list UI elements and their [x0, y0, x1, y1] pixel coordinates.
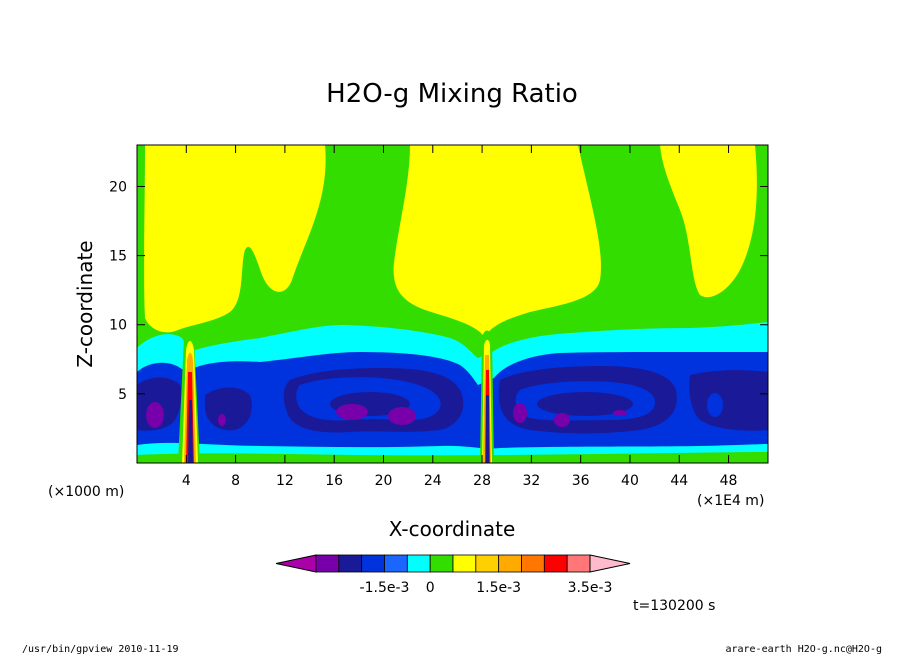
colorbar-box: [361, 554, 385, 573]
contour-minimum-purple: [513, 403, 527, 423]
y-tick-label: 15: [109, 249, 127, 265]
colorbar-end-low: [275, 554, 317, 573]
x-unit-left: (×1000 m): [48, 484, 124, 500]
x-tick-label: 40: [621, 473, 639, 489]
contour-patch-blue: [259, 397, 271, 417]
colorbar-box: [498, 554, 522, 573]
y-axis: 5 10 15 20: [109, 179, 768, 403]
colorbar-box: [429, 554, 454, 573]
x-tick-label: 28: [473, 473, 491, 489]
colorbar: [275, 554, 631, 573]
x-tick-label: 36: [572, 473, 590, 489]
colorbar-box: [315, 554, 340, 573]
footer-right: arare-earth_H2O-g.nc@H2O-g: [725, 644, 882, 654]
colorbar-box: [406, 554, 431, 573]
colorbar-box: [384, 554, 408, 573]
colorbar-box: [452, 554, 477, 573]
colorbar-box: [566, 554, 591, 573]
x-tick-label: 32: [522, 473, 540, 489]
time-label: t=130200 s: [633, 598, 715, 614]
contour-minimum-purple: [554, 413, 570, 427]
contour-minimum-purple: [218, 414, 226, 426]
contour-plot-area: [137, 145, 768, 463]
colorbar-labels: -1.5e-3 0 1.5e-3 3.5e-3: [360, 580, 613, 596]
contour-minimum-purple: [613, 410, 627, 416]
chart-title: H2O-g Mixing Ratio: [326, 79, 578, 109]
colorbar-box: [475, 554, 500, 573]
x-tick-label: 20: [375, 473, 393, 489]
contour-patch-blue: [707, 393, 723, 417]
contour-minimum-purple: [388, 407, 416, 425]
plume-right: [480, 330, 494, 463]
y-tick-label: 10: [109, 318, 127, 334]
x-tick-label: 24: [424, 473, 442, 489]
x-unit-right: (×1E4 m): [697, 493, 764, 509]
x-tick-label: 16: [325, 473, 343, 489]
contour-band-yellow-right: [660, 145, 757, 298]
plot-frame: [136, 144, 769, 464]
x-tick-label: 4: [182, 473, 191, 489]
colorbar-label: -1.5e-3: [360, 580, 410, 596]
y-tick-label: 20: [109, 179, 127, 195]
plume-left: [178, 327, 200, 463]
colorbar-label: 0: [426, 580, 435, 596]
contour-band-yellow-left: [144, 145, 326, 333]
x-axis-label: X-coordinate: [389, 517, 516, 541]
contour-patch-darkblue: [537, 392, 633, 416]
colorbar-end-high: [589, 554, 631, 573]
colorbar-box: [543, 554, 568, 573]
x-axis: 4 8 12 16 20 24 28 32 36 40 44 48: [182, 145, 738, 489]
x-tick-label: 44: [670, 473, 688, 489]
contour-minimum-purple: [336, 404, 368, 420]
contour-minimum-purple: [146, 402, 164, 428]
x-tick-label: 8: [231, 473, 240, 489]
colorbar-label: 3.5e-3: [568, 580, 613, 596]
x-tick-label: 12: [276, 473, 294, 489]
footer-left: /usr/bin/gpview 2010-11-19: [22, 644, 179, 654]
contour-band-yellow-center: [393, 145, 601, 338]
contour-band-green-lower: [137, 452, 768, 463]
y-axis-label: Z-coordinate: [73, 240, 97, 367]
x-tick-label: 48: [720, 473, 738, 489]
colorbar-box: [521, 554, 545, 573]
y-tick-label: 5: [118, 387, 127, 403]
colorbar-box: [338, 554, 363, 573]
colorbar-label: 1.5e-3: [476, 580, 521, 596]
